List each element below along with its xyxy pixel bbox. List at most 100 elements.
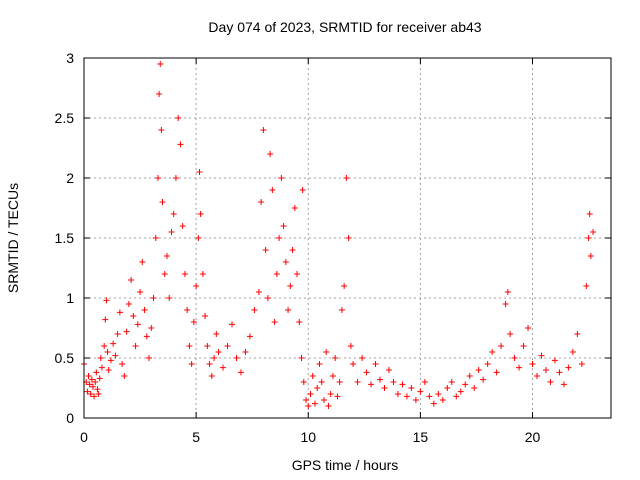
data-point [229,321,236,328]
data-point [143,333,150,340]
data-point [123,328,130,335]
data-point [114,331,121,337]
data-point [299,187,306,193]
data-point [195,235,202,241]
data-point [150,295,157,301]
data-point [484,361,491,367]
data-point [338,307,345,313]
axis-ticks: 0 0.5 1 1.5 2 2.5 3 0 5 10 15 20 [55,50,611,445]
data-point [390,379,397,385]
data-point [294,271,301,277]
data-point [155,175,162,181]
data-point [448,379,455,385]
data-point [359,355,366,361]
data-point [316,361,323,367]
data-point [139,259,146,265]
data-point [412,397,419,403]
x-tick-label: 10 [300,429,316,445]
data-point [296,319,303,325]
data-point [91,393,98,400]
data-point [551,357,558,364]
data-point [372,361,379,367]
y-axis-label: SRMTID / TECUs [5,183,21,293]
data-point [98,364,105,371]
data-point [525,325,532,331]
y-tick-label: 2 [66,170,74,186]
data-point [168,229,175,235]
x-tick-label: 15 [413,429,429,445]
data-point [354,379,361,385]
data-point [327,391,334,397]
data-point [132,343,139,349]
data-point [130,313,137,319]
chart-title: Day 074 of 2023, SRMTID for receiver ab4… [208,19,481,35]
data-point [280,223,287,229]
data-point [300,379,307,385]
data-point [475,367,482,373]
data-point [163,253,170,259]
data-point [377,376,384,383]
data-point [89,383,96,390]
data-point [125,301,132,307]
data-point [381,385,388,391]
data-point [96,375,103,382]
data-point [314,385,321,391]
data-point [341,283,348,289]
data-point [116,309,123,316]
data-point [480,376,487,383]
data-point [260,127,267,133]
data-point [190,319,197,325]
data-point [262,247,269,253]
data-point [188,361,195,367]
data-point [103,297,110,304]
data-point [186,343,193,349]
data-point [137,289,144,295]
data-point [363,369,370,376]
data-point [246,333,253,340]
data-point [92,379,99,385]
data-point [197,211,204,217]
data-point [206,361,213,367]
data-point [329,373,336,379]
data-point [161,271,168,277]
data-point [237,369,244,376]
data-point [498,343,505,349]
y-tick-label: 2.5 [55,110,75,126]
data-point [285,307,292,313]
data-point [121,373,128,379]
data-point [128,277,135,283]
data-point [202,313,209,319]
data-point [394,391,401,397]
data-point [320,397,327,403]
data-point [417,388,424,395]
data-point [105,367,112,373]
data-point [516,364,523,371]
data-point [269,187,276,193]
data-point [95,391,102,397]
data-point [146,355,153,361]
data-point [88,376,95,383]
data-point [258,199,265,205]
data-point [208,373,215,379]
data-point [347,343,354,349]
data-point [172,175,179,181]
data-point [86,381,93,388]
data-point [104,349,111,355]
data-point [547,379,554,385]
data-point [193,283,200,289]
data-point [471,385,478,391]
data-point [560,381,567,388]
data-point [159,199,166,205]
data-point [583,283,590,289]
data-point [255,289,262,295]
data-point [148,325,155,331]
y-tick-label: 0.5 [55,350,75,366]
data-point [101,343,108,349]
data-point [507,331,514,337]
data-point [93,369,100,376]
data-point [336,379,343,385]
data-point [303,397,310,403]
data-point [94,386,101,393]
y-tick-label: 1 [66,290,74,306]
